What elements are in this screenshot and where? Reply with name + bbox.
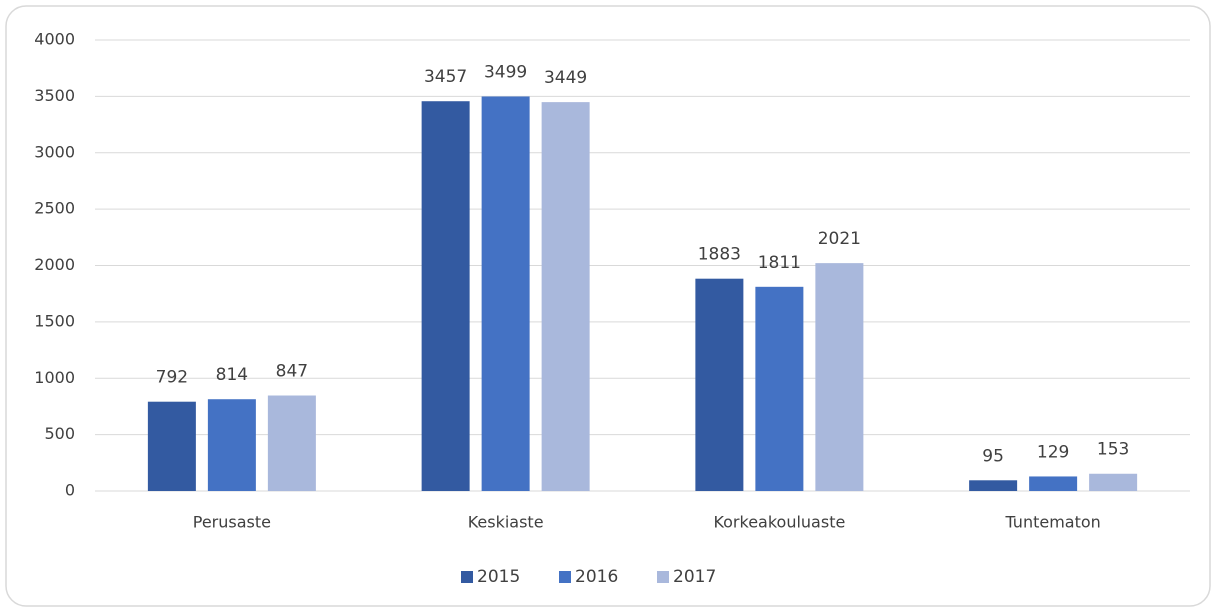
y-tick-label: 1500 xyxy=(34,311,75,330)
x-tick-label: Keskiaste xyxy=(468,513,544,532)
y-tick-label: 4000 xyxy=(34,30,75,49)
bar xyxy=(1089,473,1138,491)
y-tick-label: 3000 xyxy=(34,142,75,161)
bar xyxy=(207,399,256,491)
data-label: 3457 xyxy=(424,67,467,87)
data-label: 1811 xyxy=(758,253,801,273)
data-label: 792 xyxy=(156,368,188,388)
bar xyxy=(147,401,196,491)
bar xyxy=(755,286,804,491)
legend-label: 2017 xyxy=(673,567,716,587)
bar xyxy=(481,96,530,492)
y-tick-label: 1000 xyxy=(34,368,75,387)
bar xyxy=(815,263,864,491)
y-tick-label: 2500 xyxy=(34,199,75,218)
bar xyxy=(1029,476,1078,491)
x-tick-label: Korkeakouluaste xyxy=(713,513,845,532)
data-label: 814 xyxy=(216,365,248,385)
data-label: 95 xyxy=(982,446,1004,466)
data-label: 153 xyxy=(1097,440,1129,460)
data-label: 2021 xyxy=(818,229,861,249)
data-label: 3449 xyxy=(544,68,587,88)
legend-label: 2015 xyxy=(477,567,520,587)
y-tick-label: 3500 xyxy=(34,86,75,105)
y-tick-label: 0 xyxy=(65,481,75,500)
y-tick-label: 2000 xyxy=(34,255,75,274)
legend-swatch xyxy=(657,571,669,583)
data-label: 129 xyxy=(1037,442,1069,462)
legend-swatch xyxy=(461,571,473,583)
bar xyxy=(421,101,470,491)
legend-swatch xyxy=(559,571,571,583)
bar xyxy=(695,278,744,491)
bar xyxy=(969,480,1018,491)
x-tick-label: Perusaste xyxy=(193,513,271,532)
bar xyxy=(541,102,590,492)
bar xyxy=(267,395,316,491)
y-tick-label: 500 xyxy=(44,424,75,443)
x-tick-label: Tuntematon xyxy=(1004,513,1100,532)
legend-label: 2016 xyxy=(575,567,618,587)
data-label: 1883 xyxy=(698,245,741,265)
data-label: 3499 xyxy=(484,62,527,82)
data-label: 847 xyxy=(276,362,308,382)
